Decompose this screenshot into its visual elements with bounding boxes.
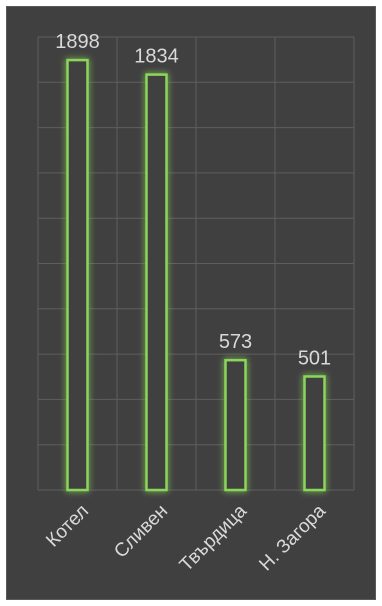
data-labels: 1898 1834 573 501 bbox=[55, 31, 331, 369]
data-label-3: 501 bbox=[298, 348, 331, 370]
category-label-3: Н. Загора bbox=[255, 500, 330, 575]
bars bbox=[66, 58, 326, 492]
data-label-0: 1898 bbox=[55, 31, 100, 53]
bar-2 bbox=[224, 358, 247, 492]
bar-3 bbox=[303, 375, 326, 492]
bar-1 bbox=[145, 73, 168, 492]
category-label-0: Котел bbox=[42, 501, 93, 552]
category-axis-labels: Котел Сливен Твърдица Н. Загора bbox=[42, 500, 330, 576]
bar-0 bbox=[66, 58, 89, 492]
data-label-1: 1834 bbox=[134, 46, 179, 68]
data-label-2: 573 bbox=[219, 331, 252, 353]
category-label-1: Сливен bbox=[110, 501, 172, 563]
category-label-2: Твърдица bbox=[176, 500, 252, 576]
gridlines bbox=[37, 36, 355, 491]
